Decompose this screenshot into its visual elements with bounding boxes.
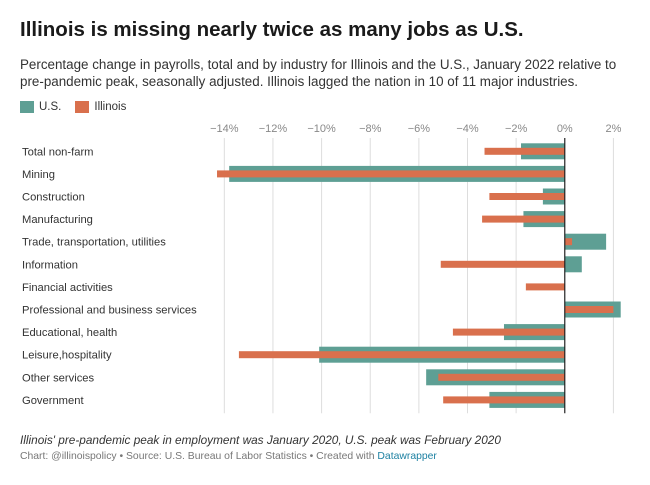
category-label: Total non-farm	[22, 146, 94, 158]
category-label: Manufacturing	[22, 214, 93, 226]
bar-illinois	[482, 215, 565, 223]
bar-illinois	[443, 396, 565, 404]
x-tick-label: 0%	[557, 123, 573, 135]
legend-swatch-us	[20, 101, 34, 113]
category-label: Mining	[22, 169, 55, 181]
x-tick-label: −4%	[456, 123, 479, 135]
bar-illinois	[489, 193, 565, 200]
legend-item-us: U.S.	[20, 101, 61, 113]
bar-illinois	[238, 351, 565, 359]
chart-note: Illinois' pre-pandemic peak in employmen…	[20, 433, 501, 447]
bar-illinois	[438, 373, 565, 381]
legend-label-us: U.S.	[39, 101, 62, 113]
category-label: Trade, transportation, utilities	[22, 237, 166, 249]
x-tick-label: −12%	[259, 123, 288, 135]
bar-illinois	[525, 283, 565, 291]
category-label: Construction	[22, 192, 85, 204]
category-label: Financial activities	[22, 282, 113, 294]
source-text: Chart: @illinoispolicy • Source: U.S. Bu…	[20, 451, 378, 462]
bar-illinois	[452, 328, 565, 336]
legend-swatch-illinois	[75, 101, 90, 113]
x-tick-label: −8%	[359, 123, 382, 135]
bar-illinois	[564, 306, 614, 313]
x-tick-label: −10%	[307, 123, 336, 135]
category-label: Information	[22, 259, 78, 271]
bar-us	[564, 233, 607, 250]
category-label: Other services	[22, 372, 95, 384]
x-tick-label: −2%	[505, 123, 528, 135]
category-label: Leisure,hospitality	[22, 350, 112, 362]
bar-illinois	[484, 147, 565, 155]
chart-source: Chart: @illinoispolicy • Source: U.S. Bu…	[20, 451, 437, 462]
bar-chart: −14% −12% −10% −8% −6% −4% −2% 0% 2% Total non-fa…	[22, 123, 622, 414]
category-label: Government	[22, 395, 84, 407]
category-label: Educational, health	[22, 327, 117, 339]
x-tick-label: −14%	[210, 123, 239, 135]
bar-illinois	[217, 170, 565, 178]
category-label: Professional and business services	[22, 305, 197, 317]
x-tick-label: −6%	[408, 123, 431, 135]
bar-illinois	[440, 260, 565, 268]
legend-item-illinois: Illinois	[75, 101, 126, 113]
legend: U.S. Illinois	[20, 99, 140, 115]
x-tick-label: 2%	[605, 123, 621, 135]
bar-us	[564, 256, 582, 273]
chart-title: Illinois is missing nearly twice as many…	[20, 18, 524, 41]
datawrapper-link[interactable]: Datawrapper	[377, 451, 437, 462]
chart-subtitle: Percentage change in payrolls, total and…	[20, 57, 617, 89]
legend-label-illinois: Illinois	[94, 101, 127, 113]
bar-illinois	[564, 238, 573, 246]
